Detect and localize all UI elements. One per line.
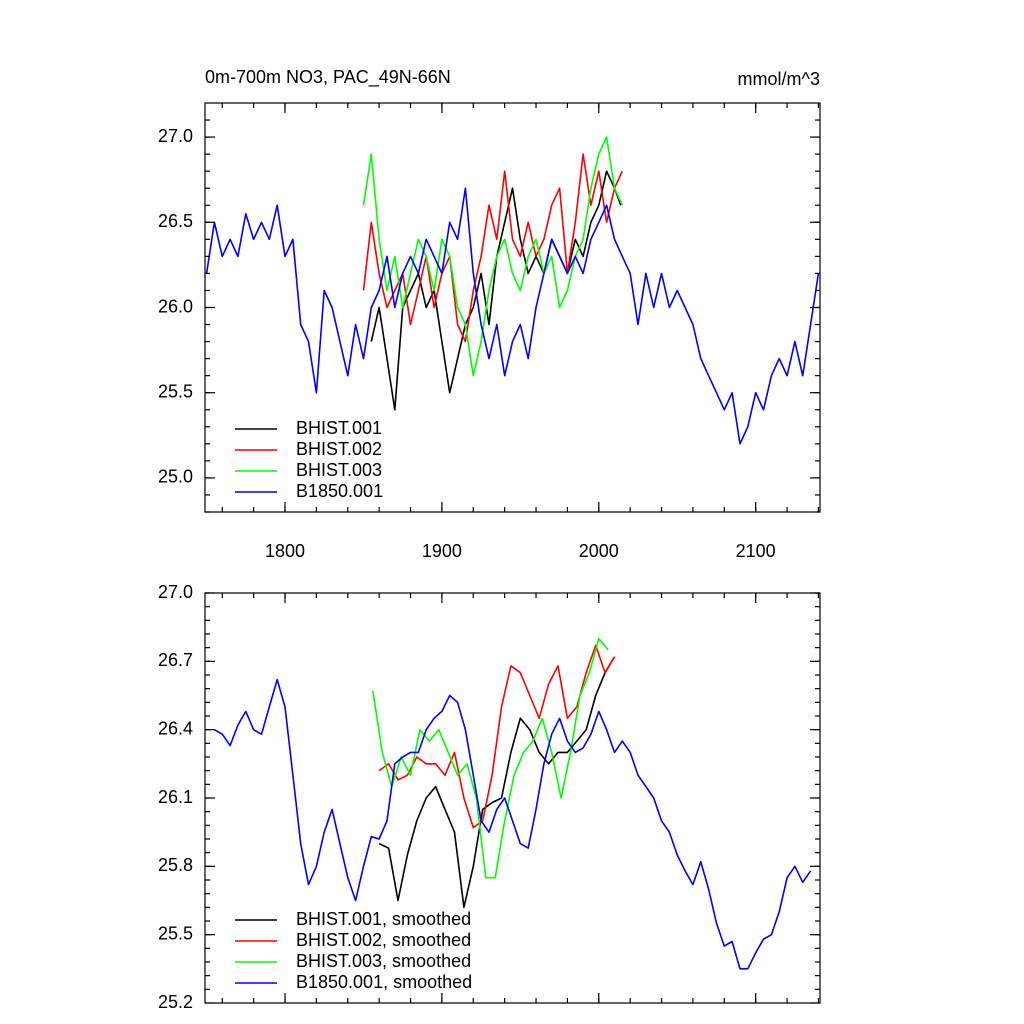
y-tick-label: 25.8 [158, 855, 193, 875]
series-line [362, 153, 624, 343]
chart-title: 0m-700m NO3, PAC_49N-66N [205, 67, 451, 88]
y-tick-label: 26.7 [158, 650, 193, 670]
y-tick-label: 25.0 [158, 467, 193, 487]
series-line [370, 170, 622, 411]
legend-label: BHIST.003, smoothed [296, 951, 471, 971]
y-tick-label: 27.0 [158, 126, 193, 146]
series-line [214, 678, 812, 970]
legend-label: BHIST.002 [296, 439, 382, 459]
legend-label: B1850.001, smoothed [296, 972, 472, 992]
legend-label: BHIST.001, smoothed [296, 909, 471, 929]
y-tick-label: 26.4 [158, 718, 193, 738]
legend-label: BHIST.003 [296, 460, 382, 480]
legend-label: B1850.001 [296, 481, 383, 501]
series-line [378, 656, 616, 909]
legend-label: BHIST.001 [296, 418, 382, 438]
x-tick-label: 2000 [579, 541, 619, 561]
legend-label: BHIST.002, smoothed [296, 930, 471, 950]
x-tick-label: 1900 [422, 541, 462, 561]
x-tick-label: 1800 [265, 541, 305, 561]
y-tick-label: 25.5 [158, 381, 193, 401]
series-line [205, 187, 820, 445]
y-tick-label: 26.0 [158, 296, 193, 316]
y-tick-label: 26.5 [158, 211, 193, 231]
series-line [372, 637, 609, 879]
series-line [378, 644, 616, 829]
series-line [362, 136, 624, 377]
y-tick-label: 25.2 [158, 992, 193, 1012]
y-tick-label: 25.5 [158, 923, 193, 943]
y-tick-label: 27.0 [158, 582, 193, 602]
units-label: mmol/m^3 [738, 69, 820, 89]
y-tick-label: 26.1 [158, 787, 193, 807]
x-tick-label: 2100 [736, 541, 776, 561]
